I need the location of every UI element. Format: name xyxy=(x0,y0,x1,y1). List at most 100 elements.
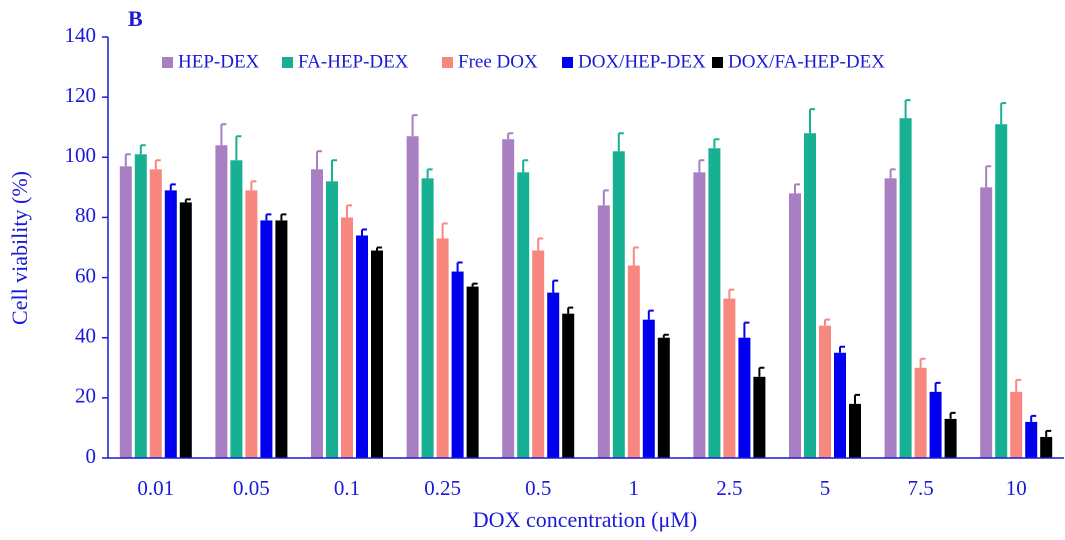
bar xyxy=(134,154,147,458)
legend-label: FA-HEP-DEX xyxy=(298,51,409,72)
x-tick-label: 0.25 xyxy=(424,476,461,500)
error-bar xyxy=(758,366,765,377)
error-bar xyxy=(567,306,574,314)
y-tick-label: 0 xyxy=(86,444,97,468)
legend-swatch xyxy=(442,57,453,68)
bar xyxy=(164,190,177,458)
legend-swatch xyxy=(162,57,173,68)
error-bar xyxy=(184,198,191,203)
error-bar xyxy=(949,411,956,419)
error-bar xyxy=(139,144,146,155)
error-bar xyxy=(839,345,845,353)
bar xyxy=(657,337,670,458)
bar xyxy=(642,319,655,458)
bar xyxy=(723,298,736,458)
bar xyxy=(929,391,942,458)
error-bar xyxy=(809,108,815,134)
error-bar xyxy=(346,204,352,218)
x-tick-label: 2.5 xyxy=(716,476,742,500)
legend-label: Free DOX xyxy=(458,51,538,72)
error-bar xyxy=(552,279,559,293)
y-tick-label: 80 xyxy=(75,203,96,227)
x-tick-label: 1 xyxy=(629,476,640,500)
error-bar xyxy=(824,318,830,326)
bar xyxy=(789,193,801,458)
error-bar xyxy=(794,183,800,194)
bar xyxy=(371,250,383,458)
bar xyxy=(215,145,228,458)
y-tick-label: 60 xyxy=(75,263,96,287)
x-tick-label: 0.05 xyxy=(233,476,270,500)
bar xyxy=(884,178,897,459)
error-bar xyxy=(919,357,926,368)
bar xyxy=(612,151,625,458)
error-bar xyxy=(411,114,418,137)
error-bar xyxy=(507,132,514,140)
error-bar xyxy=(1030,414,1037,422)
bar xyxy=(406,136,419,458)
bar xyxy=(356,235,368,458)
x-tick-label: 10 xyxy=(1006,476,1027,500)
error-bar xyxy=(456,261,463,272)
bar xyxy=(421,178,434,459)
error-bar xyxy=(743,321,750,338)
bar xyxy=(914,367,927,458)
error-bar xyxy=(647,309,654,320)
error-bar xyxy=(376,246,382,251)
error-bar xyxy=(728,288,735,299)
legend-label: HEP-DEX xyxy=(178,51,260,72)
error-bar xyxy=(713,138,720,149)
bar xyxy=(547,292,560,458)
bar xyxy=(1040,436,1053,458)
y-tick-label: 100 xyxy=(65,143,97,167)
bar xyxy=(179,202,192,458)
bar xyxy=(899,118,912,458)
bar xyxy=(436,238,449,458)
bar xyxy=(597,205,610,458)
legend-swatch xyxy=(562,57,573,68)
error-bar xyxy=(854,393,860,404)
bar xyxy=(230,160,243,459)
bar xyxy=(627,265,640,458)
error-bar xyxy=(904,99,911,119)
bar xyxy=(1010,391,1023,458)
legend-swatch xyxy=(712,57,723,68)
error-bar xyxy=(617,132,624,152)
bar xyxy=(753,376,766,458)
chart-title: B xyxy=(128,6,143,31)
bar xyxy=(260,220,273,458)
error-bar xyxy=(522,159,529,173)
bar xyxy=(245,190,258,458)
error-bar xyxy=(331,159,337,182)
error-bar xyxy=(235,135,242,161)
error-bar xyxy=(632,246,639,266)
bar xyxy=(532,250,545,458)
bar xyxy=(311,169,323,459)
error-bar xyxy=(154,159,161,170)
bar xyxy=(149,169,162,459)
error-bar xyxy=(602,189,609,206)
bar xyxy=(944,418,957,458)
y-tick-label: 120 xyxy=(65,83,97,107)
bar xyxy=(466,286,479,458)
bar xyxy=(119,166,132,459)
bar xyxy=(341,217,353,458)
x-tick-label: 0.5 xyxy=(525,476,551,500)
y-tick-label: 20 xyxy=(75,384,96,408)
x-tick-label: 0.01 xyxy=(137,476,174,500)
error-bar xyxy=(889,168,896,179)
error-bar xyxy=(698,159,705,173)
bar xyxy=(738,337,751,458)
error-bar xyxy=(662,333,669,338)
error-bar xyxy=(934,381,941,392)
error-bar xyxy=(361,228,367,236)
error-bar xyxy=(124,153,131,167)
error-bar xyxy=(265,213,272,221)
bar xyxy=(819,325,831,458)
error-bar xyxy=(426,168,433,179)
error-bar xyxy=(169,183,176,191)
bar xyxy=(562,313,575,458)
x-axis-label: DOX concentration (μM) xyxy=(473,507,697,532)
y-tick-label: 140 xyxy=(65,23,97,47)
